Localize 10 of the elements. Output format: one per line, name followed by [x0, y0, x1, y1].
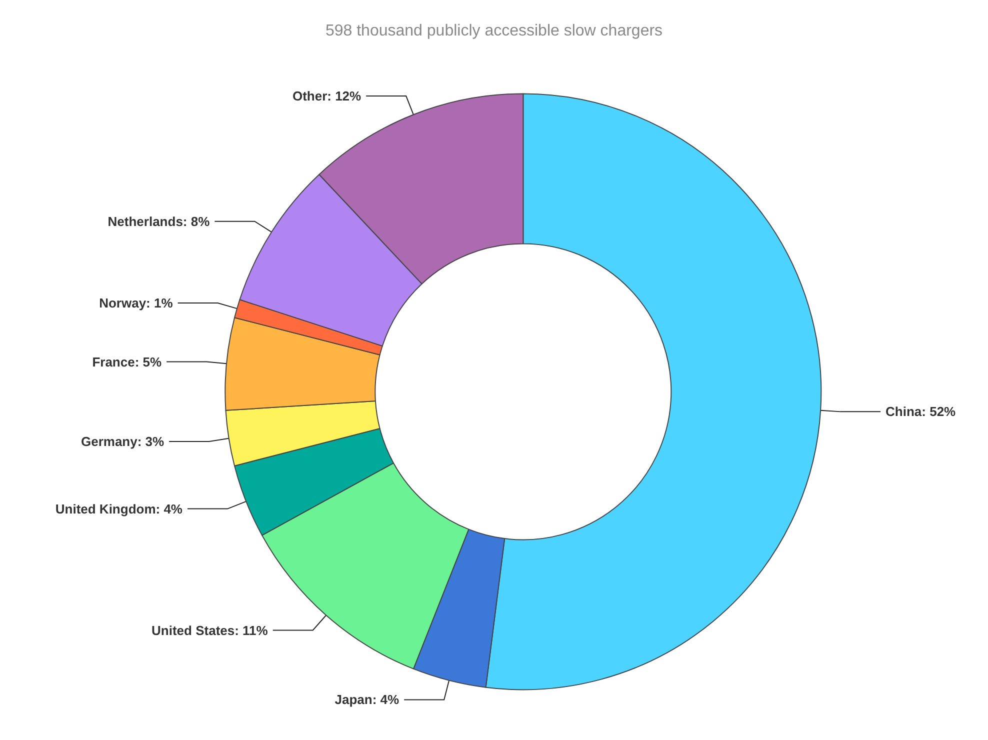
slice-label: China: 52%: [886, 404, 956, 420]
slice-label: Netherlands: 8%: [108, 214, 210, 229]
slice-label: Japan: 4%: [334, 692, 400, 708]
slice-label: United States: 11%: [152, 622, 268, 638]
slice-label: Germany: 3%: [80, 434, 165, 449]
slice-label: Norway: 1%: [99, 296, 174, 310]
slice-label: France: 5%: [92, 354, 162, 370]
slice-label: Other: 12%: [292, 88, 362, 104]
chart-title: 598 thousand publicly accessible slow chargers: [325, 22, 663, 40]
slice-label: United Kingdom: 4%: [55, 501, 183, 516]
